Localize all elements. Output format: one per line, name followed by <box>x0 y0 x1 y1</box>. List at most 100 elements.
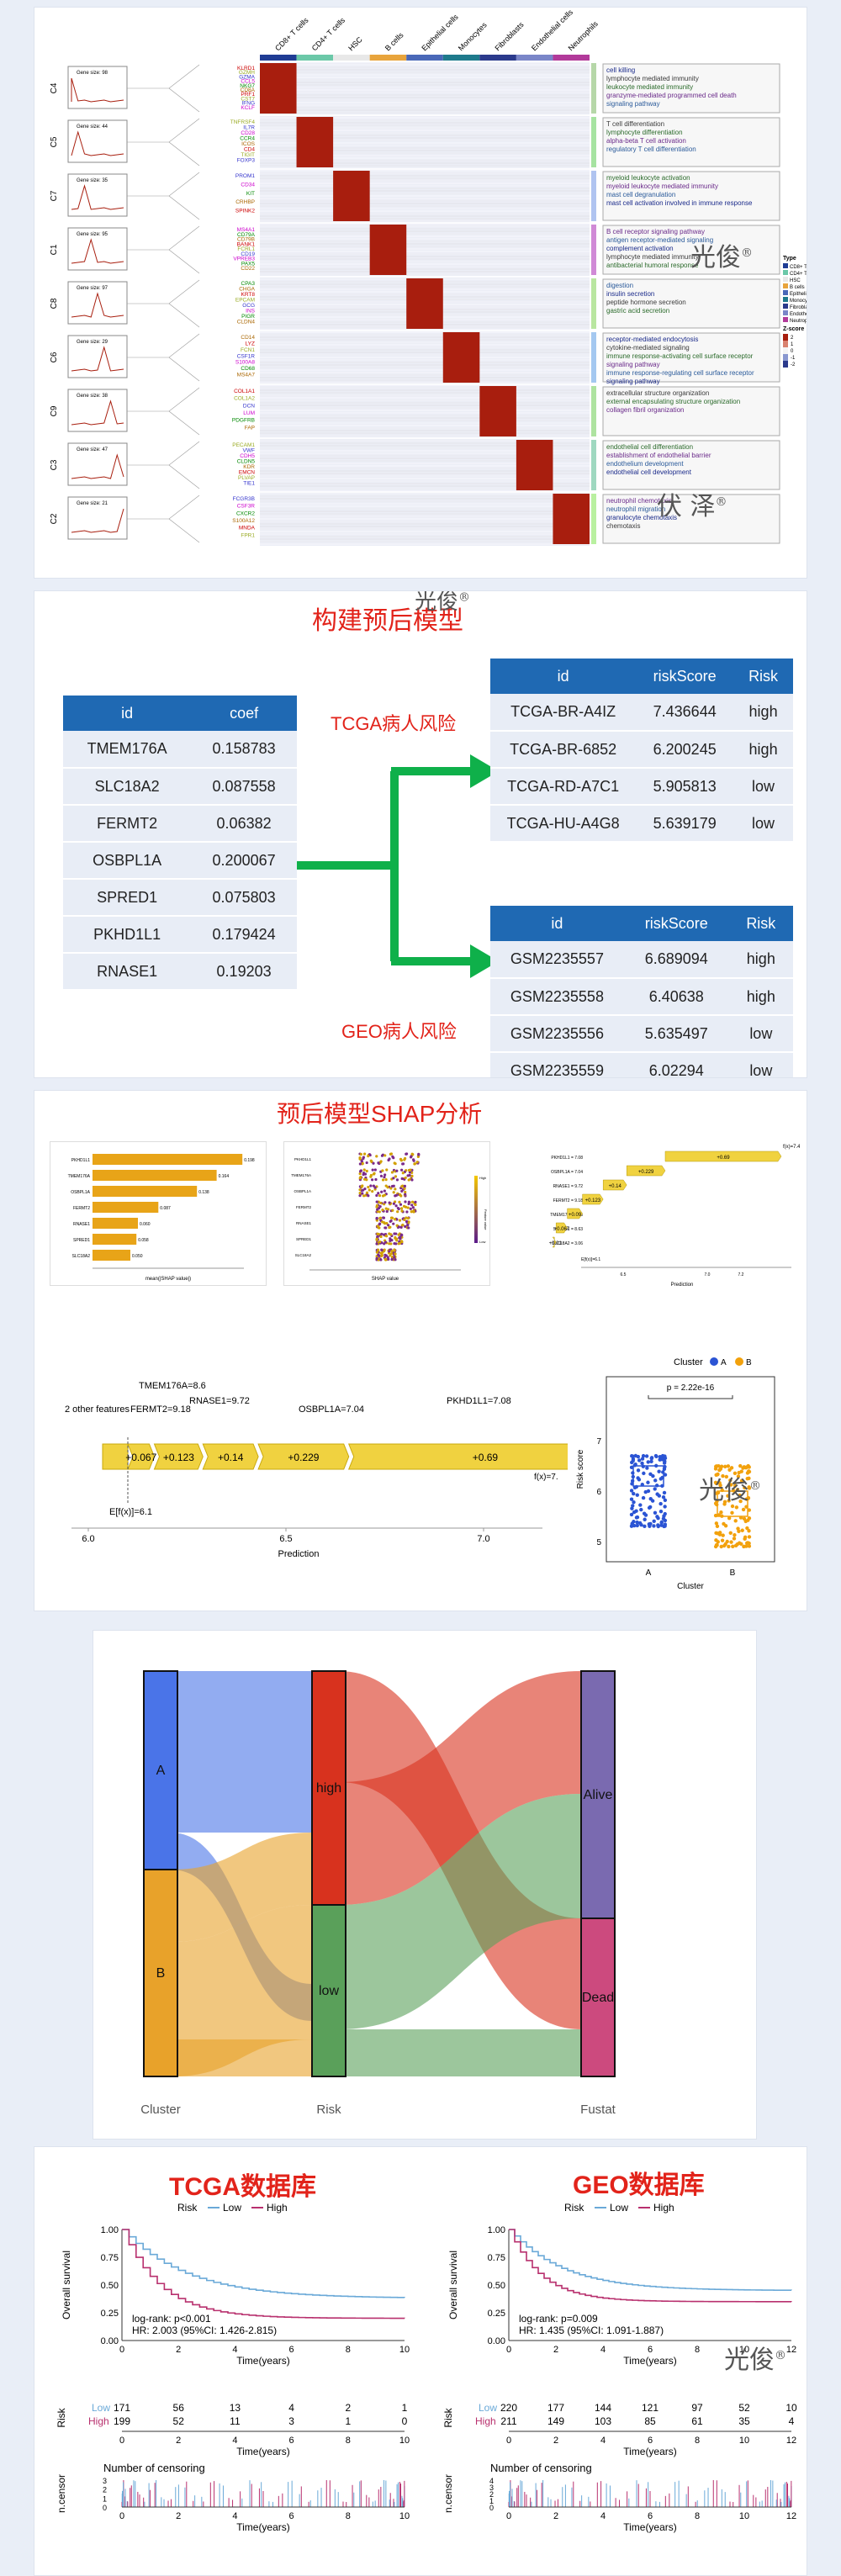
heatmap-stripe <box>260 523 590 525</box>
heatmap-stripe <box>260 432 590 434</box>
bee-dot <box>389 1252 394 1256</box>
force-segment <box>257 1443 350 1470</box>
bee-dot <box>362 1194 366 1198</box>
bee-dot <box>375 1193 378 1198</box>
box-dot-b <box>714 1531 718 1536</box>
heatmap-stripe <box>260 516 590 517</box>
table-cell: low <box>733 768 793 806</box>
heatmap-stripe <box>260 503 590 505</box>
gene-label: KIT <box>246 191 255 197</box>
heatmap-stripe <box>260 495 590 497</box>
legend-item: CD8+ T cells <box>790 265 807 270</box>
box-dot-a <box>661 1495 666 1500</box>
km-curve-high <box>122 2229 405 2319</box>
box-dot-a <box>643 1489 648 1494</box>
sankey-axis-label: Cluster <box>140 2103 181 2117</box>
term-box <box>602 171 780 221</box>
bee-dot <box>392 1184 395 1187</box>
box-bracket <box>648 1395 733 1399</box>
box-dot-a <box>657 1494 662 1498</box>
censor-ytick: 3 <box>489 2483 494 2492</box>
heatmap-stripe <box>260 152 590 154</box>
risk-high-count: 11 <box>230 2415 241 2427</box>
bee-dot <box>400 1240 404 1244</box>
heatmap-stripe <box>260 238 590 240</box>
table-header-row: id riskScore Risk <box>490 906 793 941</box>
gene-label: CLDN5 <box>237 459 256 465</box>
gene-label: CD34 <box>241 182 255 188</box>
censor-title: Number of censoring <box>490 2462 592 2474</box>
legend-swatch <box>783 283 788 288</box>
bee-dot <box>383 1257 387 1261</box>
term-text: peptide hormone secretion <box>606 299 686 306</box>
term-text: establishment of endothelial barrier <box>606 452 711 459</box>
bee-dot <box>392 1191 395 1194</box>
table-cell: low <box>733 805 793 843</box>
waterfall-bar <box>664 1150 782 1162</box>
heatmap-stripe <box>260 420 590 421</box>
cluster-label: C5 <box>50 136 59 147</box>
bee-dot <box>410 1178 414 1182</box>
bee-dot <box>371 1178 374 1182</box>
term-text: neutrophil chemotaxis <box>606 497 672 505</box>
heatmap-stripe <box>260 243 590 245</box>
bee-dot <box>394 1204 398 1208</box>
risk-high-count: 4 <box>789 2415 795 2427</box>
gene-label: VPREB3 <box>233 257 255 262</box>
heatmap-stripe <box>260 394 590 396</box>
mini-plot-tag: Gene size: 98 <box>77 71 108 76</box>
box-dot-b <box>747 1544 752 1548</box>
bee-dot <box>390 1250 394 1253</box>
bee-dot <box>404 1193 407 1196</box>
gene-label: PAX5 <box>241 261 256 267</box>
gene-label: MS4A1 <box>237 227 256 233</box>
box-frame <box>606 1376 775 1563</box>
box-dot-b <box>732 1537 737 1541</box>
heatmap-stripe <box>260 458 590 459</box>
column-label: Epithelial cells <box>420 13 460 53</box>
heatmap-stripe <box>260 450 590 452</box>
box-dot-b <box>733 1543 738 1548</box>
shap-bar <box>93 1234 137 1245</box>
bee-dot <box>377 1232 380 1236</box>
table-cell: TCGA-BR-A4IZ <box>490 694 637 732</box>
term-text: regulatory T cell differentiation <box>606 145 696 153</box>
heatmap-stripe <box>260 470 590 472</box>
bee-dot <box>409 1207 412 1210</box>
km-xlabel: Time(years) <box>623 2355 677 2367</box>
gene-label: GCG <box>242 303 255 309</box>
sankey-node <box>143 1670 178 1870</box>
gene-label: CD79B <box>237 237 255 243</box>
heatmap-stripe <box>260 266 590 267</box>
risk-xtick: 4 <box>600 2436 606 2446</box>
legend-swatch <box>783 310 788 315</box>
force-efx: E[f(x)]=6.1 <box>109 1507 152 1517</box>
force-segment <box>347 1443 568 1470</box>
watermark: 光俊® <box>699 1476 761 1505</box>
heatmap-stripe <box>260 104 590 106</box>
bee-xlabel: SHAP value <box>372 1277 399 1282</box>
bee-dot <box>383 1154 387 1157</box>
bee-dot <box>383 1248 386 1251</box>
bar-feature-label: TMEM176A <box>68 1174 91 1179</box>
cluster-mini-plot <box>67 281 128 325</box>
table-row: PKHD1L1 0.179424 <box>63 916 297 954</box>
risk-low-count: 220 <box>500 2402 517 2414</box>
heatmap-stripe <box>260 367 590 368</box>
heatmap-stripe <box>260 69 590 71</box>
heatmap-stripe <box>260 389 590 391</box>
heatmap-stripe <box>260 213 590 214</box>
risk-xtick: 0 <box>119 2436 124 2446</box>
box-dot-b <box>730 1510 734 1515</box>
km-ytick: 0.00 <box>488 2336 505 2346</box>
box-dot-b <box>723 1542 727 1547</box>
risk-high-count: 0 <box>402 2415 408 2427</box>
gene-label: CD22 <box>241 266 255 272</box>
bee-dot <box>359 1152 362 1156</box>
term-text: granzyme-mediated programmed cell death <box>606 92 737 99</box>
box-dot-a <box>647 1505 652 1510</box>
heatmap-stripe <box>260 483 590 484</box>
bee-dot <box>358 1194 362 1198</box>
bee-dot <box>403 1187 406 1190</box>
shap-bar <box>93 1250 130 1261</box>
